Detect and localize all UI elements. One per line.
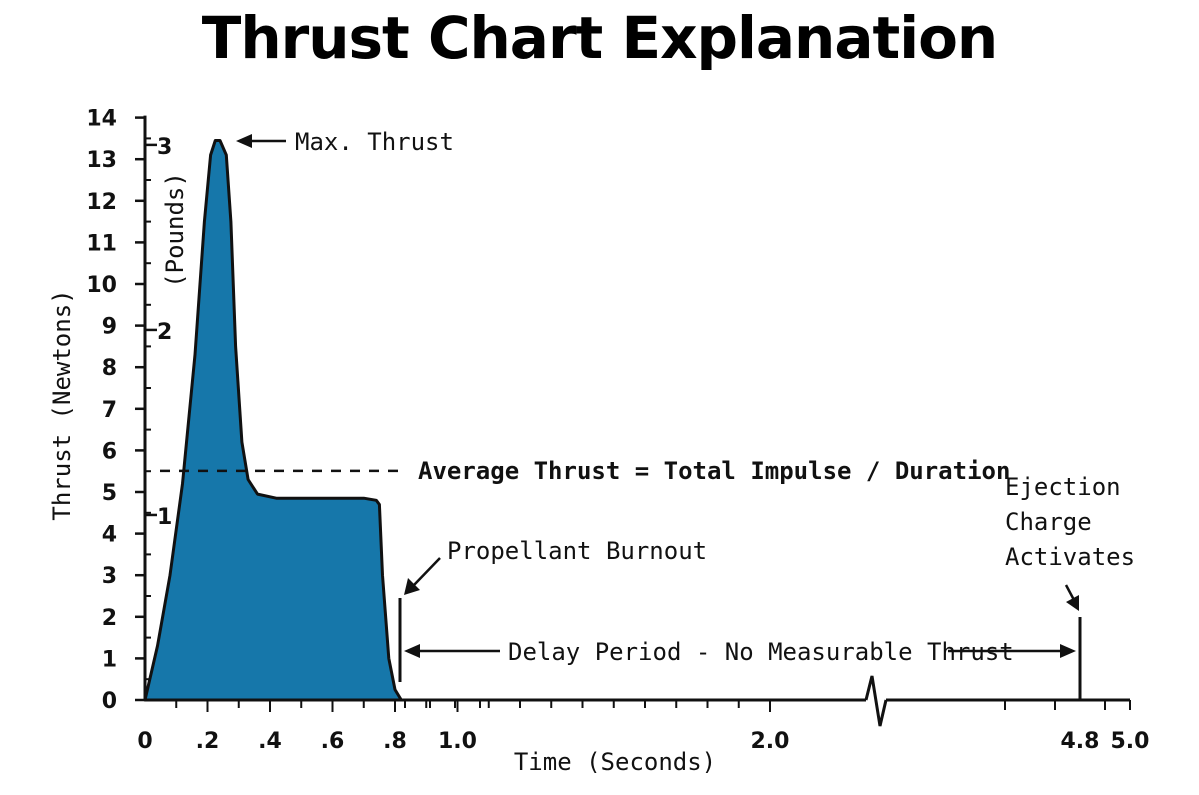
y-tick-label: 3 (102, 564, 117, 589)
y-tick-label: 7 (102, 398, 117, 423)
y-tick-label: 6 (102, 439, 117, 464)
x-tick-label: .2 (196, 729, 220, 754)
y-secondary-tick-label: 1 (157, 505, 172, 530)
y-tick-label: 8 (102, 356, 117, 381)
y-tick-label: 13 (86, 148, 117, 173)
burnout-label: Propellant Burnout (447, 537, 707, 565)
average-thrust-label: Average Thrust = Total Impulse / Duratio… (418, 457, 1010, 485)
x-tick-label: 0 (137, 729, 152, 754)
ejection-arrowhead (1066, 595, 1079, 611)
y-tick-label: 2 (102, 606, 117, 631)
x-tick-label: 1.0 (438, 729, 477, 754)
y-tick-label: 4 (102, 523, 117, 548)
y-tick-label: 14 (86, 107, 117, 132)
delay-arrowhead-right (1060, 644, 1076, 658)
y-axis-title: Thrust (Newtons) (48, 289, 76, 520)
x-tick-label: .8 (383, 729, 407, 754)
ejection-label-line2: Charge (1005, 508, 1092, 536)
delay-label: Delay Period - No Measurable Thrust (508, 638, 1014, 666)
x-tick-label: 4.8 (1061, 729, 1100, 754)
max-thrust-label: Max. Thrust (295, 128, 454, 156)
delay-arrowhead-left (404, 644, 420, 658)
thrust-curve-area (143, 139, 403, 702)
x-tick-label: 5.0 (1111, 729, 1150, 754)
chart-title: Thrust Chart Explanation (201, 4, 998, 72)
y-tick-label: 5 (102, 481, 117, 506)
y-tick-label: 10 (86, 273, 117, 298)
y-tick-label: 0 (102, 689, 117, 714)
burnout-arrow-line (413, 557, 441, 586)
ejection-label-line3: Activates (1005, 543, 1135, 571)
ejection-arrow-line (1064, 584, 1076, 601)
y-secondary-tick-label: 3 (157, 135, 172, 160)
burnout-arrowhead (404, 578, 420, 595)
x-axis-title: Time (Seconds) (514, 748, 716, 776)
y-axis-secondary-title: (Pounds) (161, 172, 189, 288)
x-tick-label: 2.0 (751, 729, 790, 754)
y-tick-label: 1 (102, 647, 117, 672)
y-secondary-tick-label: 2 (157, 320, 172, 345)
x-tick-label: .6 (321, 729, 345, 754)
y-tick-label: 12 (86, 190, 117, 215)
x-axis-break-mark (864, 675, 888, 727)
x-tick-label: .4 (258, 729, 282, 754)
max-thrust-arrowhead (236, 134, 252, 148)
y-tick-label: 11 (86, 231, 117, 256)
ejection-label-line1: Ejection (1005, 473, 1121, 501)
y-tick-label: 9 (102, 315, 117, 340)
